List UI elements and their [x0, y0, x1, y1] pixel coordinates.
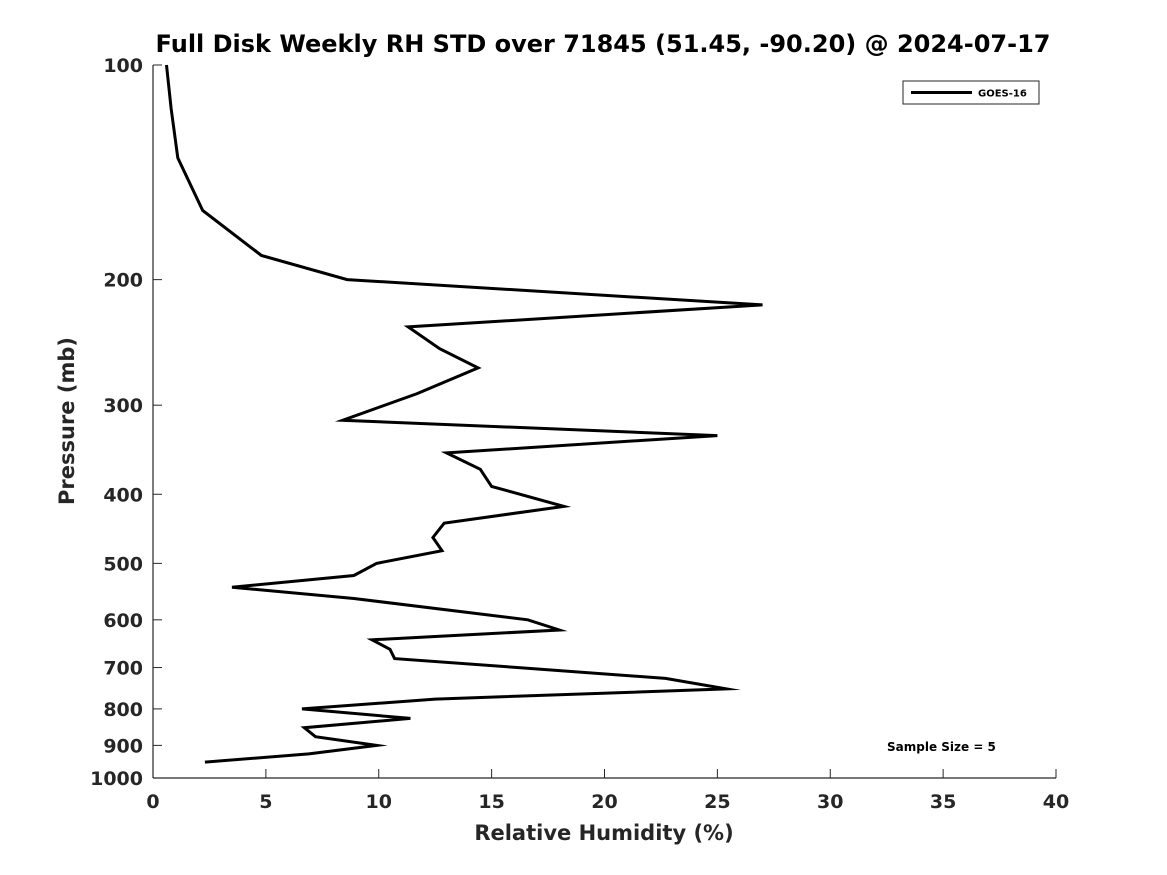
y-tick-label: 500: [103, 553, 143, 575]
x-tick-label: 15: [478, 791, 504, 813]
axes-frame: [152, 65, 1056, 779]
x-axis-ticks: 0 5 10 15 20 25 30 35 40: [146, 769, 1069, 813]
y-tick-label: 100: [103, 55, 143, 77]
y-tick-label: 1000: [90, 768, 143, 790]
series-line-goes-16: [165, 64, 763, 764]
chart-title: Full Disk Weekly RH STD over 71845 (51.4…: [156, 30, 1051, 58]
y-axis-label: Pressure (mb): [55, 337, 79, 505]
x-tick-label: 20: [591, 791, 617, 813]
sample-size-annotation: Sample Size = 5: [887, 740, 996, 754]
x-tick-label: 10: [366, 791, 392, 813]
x-tick-label: 40: [1043, 791, 1069, 813]
x-tick-label: 0: [146, 791, 159, 813]
legend: GOES-16: [902, 80, 1040, 105]
y-tick-label: 800: [103, 699, 143, 721]
y-tick-label: 700: [103, 658, 143, 680]
y-tick-label: 600: [103, 610, 143, 632]
y-tick-label: 200: [103, 270, 143, 292]
y-tick-label: 900: [103, 735, 143, 757]
x-tick-label: 5: [259, 791, 272, 813]
x-tick-label: 35: [930, 791, 956, 813]
legend-label-goes-16: GOES-16: [978, 89, 1027, 100]
x-tick-label: 25: [704, 791, 730, 813]
series-layer: [165, 64, 763, 764]
x-axis-label: Relative Humidity (%): [474, 821, 733, 845]
y-tick-label: 400: [103, 484, 143, 506]
y-axis-ticks: 100 200 300 400 500 600 700 800 900 1000: [90, 55, 162, 790]
x-tick-label: 30: [817, 791, 843, 813]
y-tick-label: 300: [103, 395, 143, 417]
